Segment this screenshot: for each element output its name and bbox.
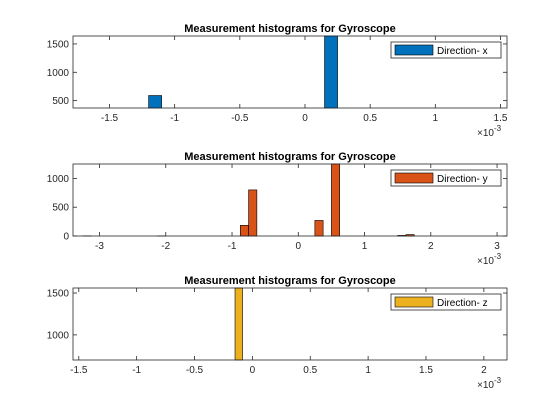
axes-box — [72, 287, 508, 361]
legend: Direction- x — [390, 41, 502, 59]
legend-label: Direction- x — [437, 46, 488, 57]
chart-title: Measurement histograms for Gyroscope — [184, 275, 396, 287]
x-exponent-label: ×10-3 — [477, 124, 502, 139]
x-tick-label: 0.5 — [363, 113, 377, 124]
x-tick-label: 1 — [362, 241, 368, 252]
x-tick-label: 1.5 — [419, 365, 433, 376]
x-tick-label: -1.5 — [101, 113, 119, 124]
y-tick-label: 500 — [52, 203, 69, 214]
x-tick-label: 1 — [433, 113, 439, 124]
histogram-bar-6 — [331, 163, 340, 237]
histogram-bar-2 — [324, 35, 338, 109]
legend-label: Direction- z — [437, 298, 488, 309]
histogram-bar-4 — [248, 189, 258, 237]
x-tick-label: 2 — [481, 365, 487, 376]
y-tick-label: 1500 — [47, 39, 70, 50]
x-tick-label: 0 — [250, 365, 256, 376]
x-tick-label: -1.5 — [70, 365, 88, 376]
legend-swatch — [394, 296, 434, 308]
x-tick-label: 1 — [365, 365, 371, 376]
legend-swatch — [394, 44, 434, 56]
y-tick-label: 1000 — [47, 174, 70, 185]
histogram-bar-1 — [234, 287, 243, 361]
x-exponent-power: -3 — [494, 376, 502, 385]
subplot-2: -3 -2 -1 0 1 2 3 0 500 1000 Measurement histograms… — [47, 151, 508, 267]
x-exponent-power: -3 — [494, 124, 502, 133]
x-tick-label: 3 — [494, 241, 500, 252]
y-tick-label: 500 — [52, 96, 69, 107]
legend: Direction- y — [390, 169, 502, 187]
legend-label: Direction- y — [437, 174, 488, 185]
x-exponent-label: ×10-3 — [477, 376, 502, 391]
histogram-bar-1 — [148, 95, 162, 109]
x-tick-label: 0.5 — [303, 365, 317, 376]
x-tick-label: -0.5 — [186, 365, 204, 376]
x-tick-label: -1 — [170, 113, 179, 124]
x-tick-label: -0.5 — [231, 113, 249, 124]
x-exponent-base: ×10 — [477, 128, 494, 139]
x-tick-label: -3 — [95, 241, 104, 252]
axes-box — [72, 163, 508, 237]
subplot-1: -1.5 -1 -0.5 0 0.5 1 1.5 500 1000 1500 Measurement… — [47, 23, 508, 139]
legend-swatch — [394, 172, 434, 184]
x-tick-label: 2 — [428, 241, 434, 252]
histogram-bar-5 — [314, 220, 324, 237]
chart-title: Measurement histograms for Gyroscope — [184, 23, 396, 35]
x-tick-label: 0 — [296, 241, 302, 252]
y-tick-label: 1500 — [47, 289, 70, 300]
x-tick-label: 0 — [302, 113, 308, 124]
y-tick-label: 0 — [63, 232, 69, 243]
x-exponent-power: -3 — [494, 252, 502, 261]
x-exponent-label: ×10-3 — [477, 252, 502, 267]
x-tick-label: -2 — [161, 241, 170, 252]
y-tick-label: 1000 — [47, 330, 70, 341]
subplot-3: -1.5 -1 -0.5 0 0.5 1 1.5 2 1000 1500 Measurement h… — [47, 275, 508, 391]
histogram-bar-3 — [240, 225, 249, 237]
x-exponent-base: ×10 — [477, 256, 494, 267]
x-tick-label: -1 — [228, 241, 237, 252]
y-tick-label: 1000 — [47, 68, 70, 79]
x-exponent-base: ×10 — [477, 380, 494, 391]
legend: Direction- z — [390, 293, 502, 311]
x-tick-label: -1 — [132, 365, 141, 376]
x-tick-label: 1.5 — [494, 113, 508, 124]
chart-title: Measurement histograms for Gyroscope — [184, 151, 396, 163]
